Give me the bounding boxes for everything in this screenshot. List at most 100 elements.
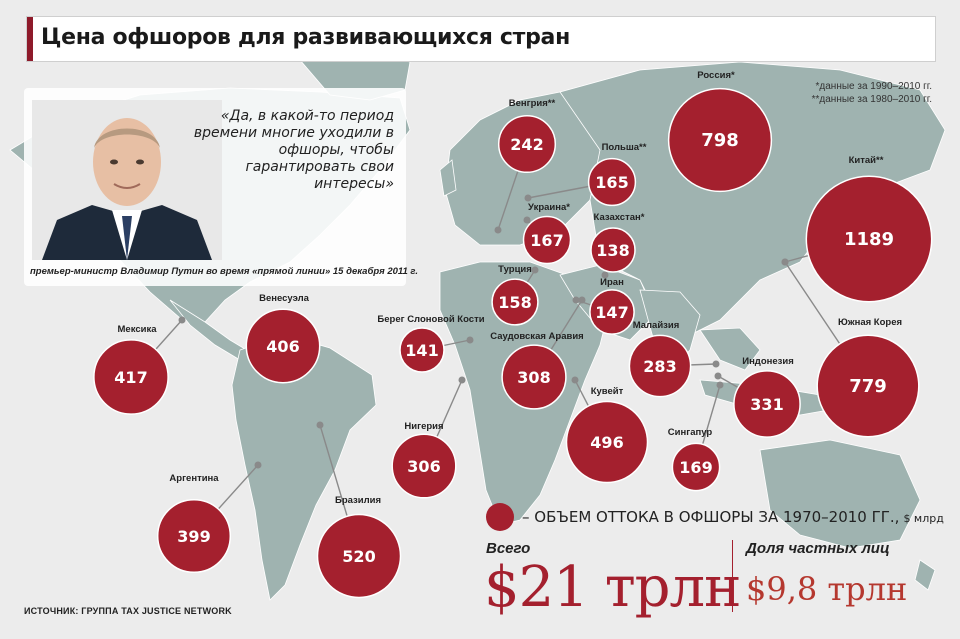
bubble bbox=[671, 442, 721, 492]
country-label: Казахстан* bbox=[594, 212, 645, 223]
bubble bbox=[522, 215, 572, 265]
bubble bbox=[628, 334, 692, 398]
country-label: Индонезия bbox=[742, 356, 794, 367]
country-label: Польша** bbox=[602, 142, 647, 153]
leader-dot bbox=[524, 194, 532, 202]
bubble-value: 417 bbox=[114, 368, 147, 387]
country-label: Венгрия** bbox=[509, 98, 556, 109]
bubble bbox=[667, 87, 773, 193]
bubble-value: 167 bbox=[530, 231, 563, 250]
southeast-asia bbox=[699, 327, 761, 371]
bubble-value: 138 bbox=[596, 241, 629, 260]
private-value: $9,8 трлн bbox=[746, 570, 908, 608]
bubble bbox=[816, 334, 920, 438]
country-label: Мексика bbox=[118, 324, 158, 335]
leader-dot bbox=[712, 360, 720, 368]
legend-unit: $ млрд bbox=[903, 512, 944, 525]
quote-box: «Да, в какой-то период времени многие ух… bbox=[24, 88, 419, 286]
bubble-value: 147 bbox=[595, 303, 628, 322]
bubble-value: 169 bbox=[679, 458, 712, 477]
country-label: Иран bbox=[600, 277, 624, 288]
bubble bbox=[491, 278, 539, 326]
bubble bbox=[316, 513, 402, 599]
country-label: Турция bbox=[498, 264, 532, 275]
country-label: Аргентина bbox=[169, 473, 219, 484]
bubble-value: 798 bbox=[701, 130, 739, 151]
bubble-value: 141 bbox=[405, 341, 438, 360]
country-label: Китай** bbox=[849, 155, 884, 166]
title-bar: Цена офшоров для развивающихся стран bbox=[26, 16, 936, 62]
bubbles: 798 242 165 167 138 158 147 141 308 283 496 331 169 3… bbox=[93, 87, 933, 599]
australia bbox=[759, 439, 921, 549]
country-label: Венесуэла bbox=[259, 293, 310, 304]
bubble bbox=[805, 175, 933, 303]
bubble-value: 165 bbox=[595, 173, 628, 192]
country-label: Кувейт bbox=[591, 386, 624, 397]
source-note: ИСТОЧНИК: ГРУППА TAX JUSTICE NETWORK bbox=[24, 606, 232, 616]
total-value: $21 трлн bbox=[484, 555, 741, 620]
bubble bbox=[590, 227, 636, 273]
bubble bbox=[589, 289, 635, 335]
country-label: Саудовская Аравия bbox=[490, 331, 583, 342]
footnotes: *данные за 1990–2010 гг. **данные за 198… bbox=[812, 80, 932, 106]
leader-dot bbox=[523, 216, 531, 224]
country-labels: Россия* Венгрия** Польша** Украина* Казахста… bbox=[118, 70, 903, 506]
bubble-value: 308 bbox=[517, 368, 550, 387]
legend: – ОБЪЕМ ОТТОКА В ОФШОРЫ ЗА 1970–2010 ГГ.… bbox=[486, 502, 944, 532]
bubble-value: 520 bbox=[342, 547, 375, 566]
leader-dot bbox=[316, 421, 324, 429]
leader-dot bbox=[578, 296, 586, 304]
footnote-1990: *данные за 1990–2010 гг. bbox=[815, 81, 932, 92]
bubble bbox=[399, 327, 445, 373]
quote-caption: премьер-министр Владимир Путин во время … bbox=[30, 266, 419, 277]
bubble bbox=[565, 400, 649, 484]
leader-dot bbox=[466, 336, 474, 344]
bubble-value: 496 bbox=[590, 433, 623, 452]
bubble-value: 331 bbox=[750, 395, 783, 414]
bubble bbox=[391, 433, 457, 499]
bubble bbox=[587, 157, 637, 207]
country-label: Малайзия bbox=[633, 320, 680, 331]
bubble-value: 779 bbox=[849, 376, 887, 397]
leader-dot bbox=[531, 266, 539, 274]
bubble-value: 242 bbox=[510, 135, 543, 154]
new-zealand bbox=[914, 559, 936, 591]
footnote-1980: **данные за 1980–2010 гг. bbox=[811, 94, 932, 105]
bubble bbox=[93, 339, 169, 415]
leader-dot bbox=[572, 296, 580, 304]
leader-dot bbox=[254, 461, 262, 469]
country-label: Бразилия bbox=[335, 495, 381, 506]
country-label: Южная Корея bbox=[838, 317, 902, 328]
leader-dot bbox=[781, 258, 789, 266]
bubble bbox=[156, 498, 232, 574]
bubble bbox=[501, 344, 567, 410]
total-label: Всего bbox=[486, 540, 531, 557]
page-title: Цена офшоров для развивающихся стран bbox=[41, 25, 570, 50]
portrait-photo bbox=[32, 100, 222, 260]
leader-dot bbox=[571, 376, 579, 384]
bubble-value: 158 bbox=[498, 293, 531, 312]
leader-dot bbox=[601, 271, 609, 279]
private-label: Доля частных лиц bbox=[746, 540, 890, 557]
quote-text: «Да, в какой-то период времени многие ух… bbox=[193, 108, 394, 192]
leader-dot bbox=[714, 372, 722, 380]
title-accent bbox=[27, 17, 33, 61]
bubble-value: 306 bbox=[407, 457, 440, 476]
country-label: Россия* bbox=[697, 70, 735, 81]
uk bbox=[439, 159, 457, 197]
leader-dot bbox=[716, 381, 724, 389]
totals-divider bbox=[732, 540, 733, 612]
legend-bubble-icon bbox=[486, 503, 514, 531]
country-label: Нигерия bbox=[404, 421, 443, 432]
bubble-value: 1189 bbox=[844, 229, 894, 250]
leader-dot bbox=[178, 316, 186, 324]
legend-label: – ОБЪЕМ ОТТОКА В ОФШОРЫ ЗА 1970–2010 ГГ.… bbox=[522, 508, 900, 526]
country-label: Сингапур bbox=[668, 427, 713, 438]
bubble bbox=[245, 308, 321, 384]
leader-dot bbox=[458, 376, 466, 384]
bubble-value: 406 bbox=[266, 337, 299, 356]
bubble-value: 399 bbox=[177, 527, 210, 546]
legend-text: – ОБЪЕМ ОТТОКА В ОФШОРЫ ЗА 1970–2010 ГГ.… bbox=[522, 508, 944, 526]
country-label: Украина* bbox=[528, 202, 570, 213]
